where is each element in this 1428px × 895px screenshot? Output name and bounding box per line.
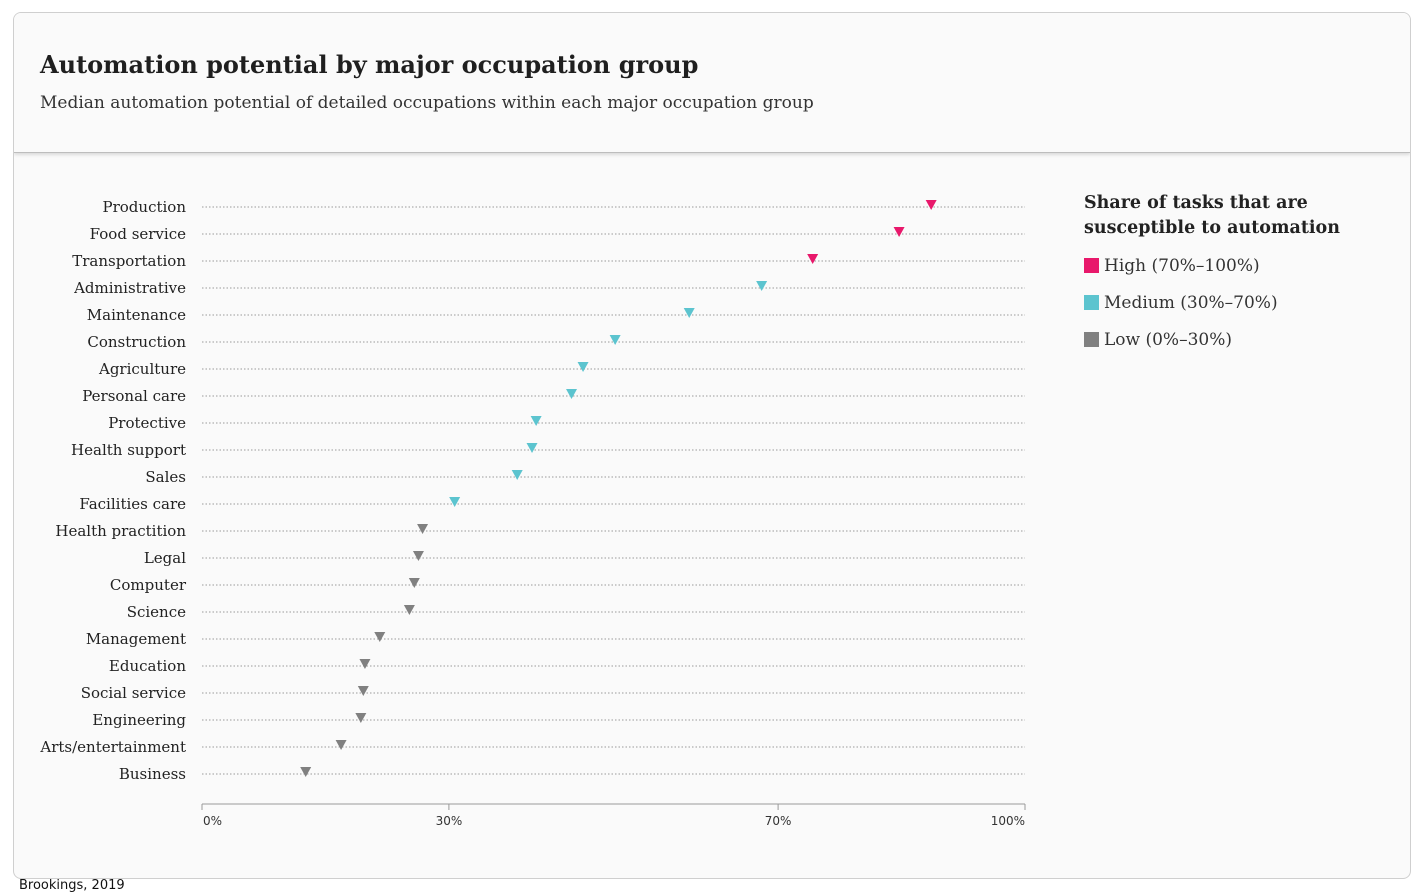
- legend: Share of tasks that are susceptible to a…: [1084, 191, 1394, 352]
- x-tick-label: 0%: [203, 814, 222, 828]
- category-label: Transportation: [72, 252, 186, 270]
- x-tick-label: 70%: [765, 814, 792, 828]
- category-label: Personal care: [82, 387, 186, 405]
- category-label: Facilities care: [79, 495, 186, 513]
- dot-plot: Production Food service Transportation Admi…: [39, 198, 1026, 828]
- category-label: Agriculture: [98, 360, 186, 378]
- chart-header: Automation potential by major occupation…: [14, 13, 1410, 153]
- data-marker: [335, 740, 347, 750]
- data-marker: [756, 281, 768, 291]
- data-marker: [449, 497, 461, 507]
- category-label: Social service: [81, 684, 186, 702]
- category-label: Education: [109, 657, 186, 675]
- legend-label-medium: Medium (30%–70%): [1104, 292, 1278, 313]
- x-tick-label: 30%: [436, 814, 463, 828]
- data-marker: [609, 335, 621, 345]
- category-label: Administrative: [73, 279, 186, 297]
- category-label: Management: [86, 630, 186, 648]
- data-marker: [417, 524, 429, 534]
- data-marker: [408, 578, 420, 588]
- data-marker: [374, 632, 386, 642]
- legend-title: Share of tasks that are susceptible to a…: [1084, 193, 1340, 238]
- data-marker: [807, 254, 819, 264]
- category-label: Health practition: [55, 522, 186, 540]
- category-label: Computer: [110, 576, 187, 594]
- chart-subtitle: Median automation potential of detailed …: [40, 93, 814, 113]
- category-label: Business: [119, 765, 186, 783]
- data-marker: [511, 470, 523, 480]
- category-label: Science: [127, 603, 186, 621]
- category-label: Engineering: [92, 711, 186, 729]
- category-label: Arts/entertainment: [39, 738, 186, 756]
- data-marker: [526, 443, 538, 453]
- category-label: Production: [103, 198, 187, 216]
- legend-swatch-low: [1084, 332, 1099, 347]
- category-label: Food service: [90, 225, 186, 243]
- data-marker: [893, 227, 905, 237]
- legend-swatch-high: [1084, 258, 1099, 273]
- x-tick-label: 100%: [991, 814, 1025, 828]
- category-label: Maintenance: [87, 306, 186, 324]
- data-marker: [925, 200, 937, 210]
- data-marker: [683, 308, 695, 318]
- category-label: Sales: [145, 468, 186, 486]
- legend-item-low: Low (0%–30%): [1084, 327, 1394, 352]
- data-marker: [403, 605, 415, 615]
- legend-swatch-medium: [1084, 295, 1099, 310]
- legend-item-high: High (70%–100%): [1084, 253, 1394, 278]
- category-label: Health support: [71, 441, 186, 459]
- data-marker: [530, 416, 542, 426]
- legend-label-low: Low (0%–30%): [1104, 329, 1232, 350]
- data-marker: [566, 389, 578, 399]
- legend-label-high: High (70%–100%): [1104, 255, 1260, 276]
- chart-title: Automation potential by major occupation…: [40, 50, 699, 79]
- legend-item-medium: Medium (30%–70%): [1084, 290, 1394, 315]
- data-marker: [359, 659, 371, 669]
- category-label: Legal: [144, 549, 186, 567]
- category-label: Protective: [108, 414, 186, 432]
- source-note: Brookings, 2019: [19, 878, 125, 893]
- data-marker: [355, 713, 367, 723]
- data-marker: [300, 767, 312, 777]
- data-marker: [577, 362, 589, 372]
- data-marker: [357, 686, 369, 696]
- category-label: Construction: [87, 333, 186, 351]
- data-marker: [412, 551, 424, 561]
- chart-card: Automation potential by major occupation…: [13, 12, 1411, 879]
